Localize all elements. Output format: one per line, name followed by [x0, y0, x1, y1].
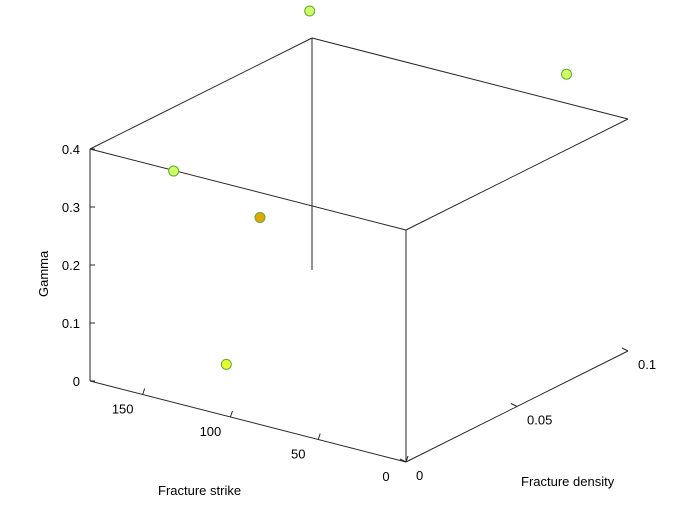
z-tick-label: 0.4	[62, 142, 80, 157]
data-points	[168, 5, 573, 370]
data-point	[220, 358, 232, 370]
x-tick-mark	[399, 458, 407, 463]
axis-ticks: 0 0.1 0.2 0.3 0.4 0 50 100 150 0 0.05 0.1	[62, 142, 656, 484]
x-tick-mark	[510, 403, 518, 407]
y-axis-label: Fracture strike	[158, 483, 241, 498]
y-tick-label: 100	[200, 424, 222, 439]
x-tick-mark	[621, 347, 629, 352]
data-point	[304, 5, 316, 17]
x-axis-label: Fracture density	[521, 474, 615, 489]
z-tick-label: 0	[73, 374, 80, 389]
z-tick-label: 0.1	[62, 316, 80, 331]
axis-labels: Fracture density Fracture strike Gamma	[36, 250, 615, 498]
y-tick-label: 50	[291, 447, 305, 462]
z-tick-label: 0.3	[62, 200, 80, 215]
x-tick-label: 0	[416, 468, 423, 483]
y-tick-mark	[405, 455, 409, 463]
box-edge	[89, 148, 407, 231]
y-tick-label: 0	[382, 469, 389, 484]
y-tick-mark	[317, 433, 321, 440]
axes-box	[89, 37, 629, 463]
data-point	[168, 165, 180, 177]
data-point	[254, 211, 266, 223]
data-point	[561, 68, 573, 80]
y-tick-label: 150	[112, 402, 134, 417]
y-tick-mark	[229, 410, 233, 418]
x-tick-label: 0.1	[638, 357, 656, 372]
x-tick-label: 0.05	[527, 413, 552, 428]
box-edge	[89, 380, 407, 463]
z-axis-label: Gamma	[36, 250, 51, 297]
y-tick-mark	[142, 388, 146, 395]
box-edge	[311, 37, 629, 120]
box-edge	[405, 118, 629, 231]
box-edge	[89, 37, 313, 150]
z-tick-label: 0.2	[62, 258, 80, 273]
